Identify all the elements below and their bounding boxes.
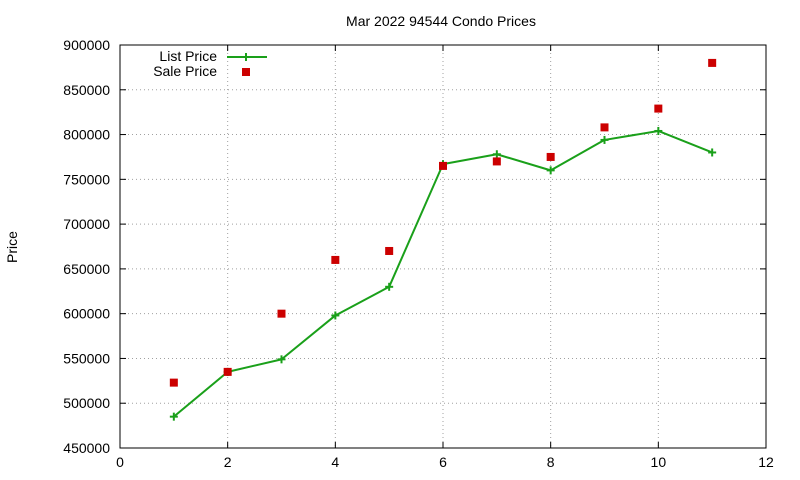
sale-price-point — [277, 309, 286, 318]
y-tick-label: 800000 — [63, 127, 110, 143]
sale-price-point — [439, 161, 447, 170]
legend-marker-list-price — [242, 53, 250, 61]
sale-price-point — [546, 152, 555, 161]
y-tick-label: 750000 — [63, 171, 110, 187]
sale-price-point — [331, 255, 340, 264]
y-tick-label: 650000 — [63, 261, 110, 277]
list-price-point — [492, 150, 501, 159]
list-price-point — [331, 311, 340, 320]
y-tick-label: 550000 — [63, 350, 110, 366]
chart-title: Mar 2022 94544 Condo Prices — [346, 13, 536, 29]
sale-price-point — [654, 104, 663, 113]
x-tick-label: 4 — [331, 454, 339, 470]
list-price-point — [708, 148, 717, 157]
x-tick-label: 2 — [224, 454, 232, 470]
x-tick-label: 0 — [116, 454, 124, 470]
y-tick-label: 700000 — [63, 216, 110, 232]
y-axis-label: Price — [4, 231, 20, 263]
list-price-point — [277, 355, 286, 364]
legend-marker-sale-price — [242, 68, 250, 76]
y-tick-label: 900000 — [63, 37, 110, 53]
list-price-point — [385, 282, 394, 291]
grid-layer — [120, 45, 766, 448]
x-tick-label: 6 — [439, 454, 447, 470]
y-tick-label: 500000 — [63, 395, 110, 411]
list-price-point — [654, 126, 663, 135]
sale-price-point — [223, 367, 232, 376]
y-tick-label: 450000 — [63, 440, 110, 456]
x-tick-label: 12 — [758, 454, 774, 470]
list-price-point — [546, 166, 555, 175]
legend-label-sale-price: Sale Price — [153, 63, 217, 79]
x-tick-label: 10 — [651, 454, 667, 470]
list-price-point — [169, 412, 178, 421]
sale-price-point — [708, 58, 717, 67]
x-tick-label: 8 — [547, 454, 555, 470]
sale-price-point — [385, 246, 394, 255]
sale-price-point — [492, 157, 501, 166]
series-layer — [169, 58, 717, 421]
legend-label-list-price: List Price — [159, 48, 217, 64]
y-tick-label: 850000 — [63, 82, 110, 98]
axes-layer: 0 2 4 6 8 10 12 450000 500000 550000 600000 650000 7… — [63, 37, 774, 470]
y-tick-label: 600000 — [63, 306, 110, 322]
sale-price-point — [169, 378, 178, 387]
list-price-point — [600, 135, 609, 144]
sale-price-point — [600, 123, 609, 132]
